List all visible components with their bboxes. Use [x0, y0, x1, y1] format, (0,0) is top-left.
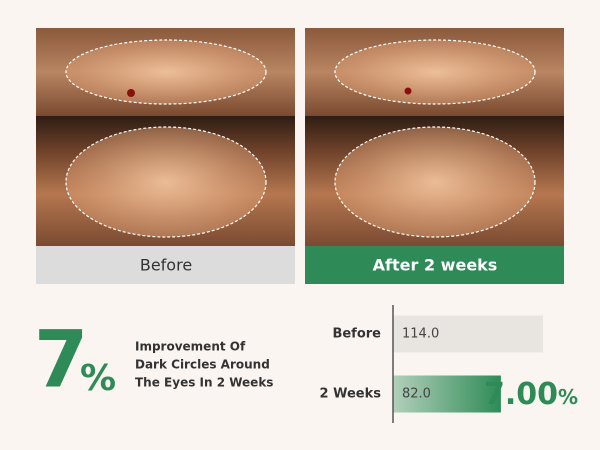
stat-number: 7 — [34, 315, 88, 405]
after-label: After 2 weeks — [373, 256, 498, 275]
category-label: Before — [332, 327, 381, 342]
stat-text: Dark Circles Around — [135, 358, 270, 372]
stat-text: The Eyes In 2 Weeks — [135, 376, 273, 390]
bar-chart: Before 114.0 2 Weeks 82.0 — [320, 315, 543, 413]
before-photo: Before — [36, 28, 295, 284]
stat-unit: % — [80, 358, 116, 399]
bar — [393, 315, 543, 353]
before-label: Before — [140, 256, 192, 275]
category-label: 2 Weeks — [320, 387, 382, 402]
bar — [393, 375, 501, 413]
result-number: 7.00% — [484, 377, 578, 412]
value-label: 82.0 — [402, 387, 431, 402]
value-label: 114.0 — [402, 327, 439, 342]
after-photo: After 2 weeks — [305, 28, 564, 284]
result-unit: % — [558, 385, 578, 409]
result-number: 7.00 — [484, 377, 558, 412]
stat-text: Improvement Of — [135, 340, 246, 354]
